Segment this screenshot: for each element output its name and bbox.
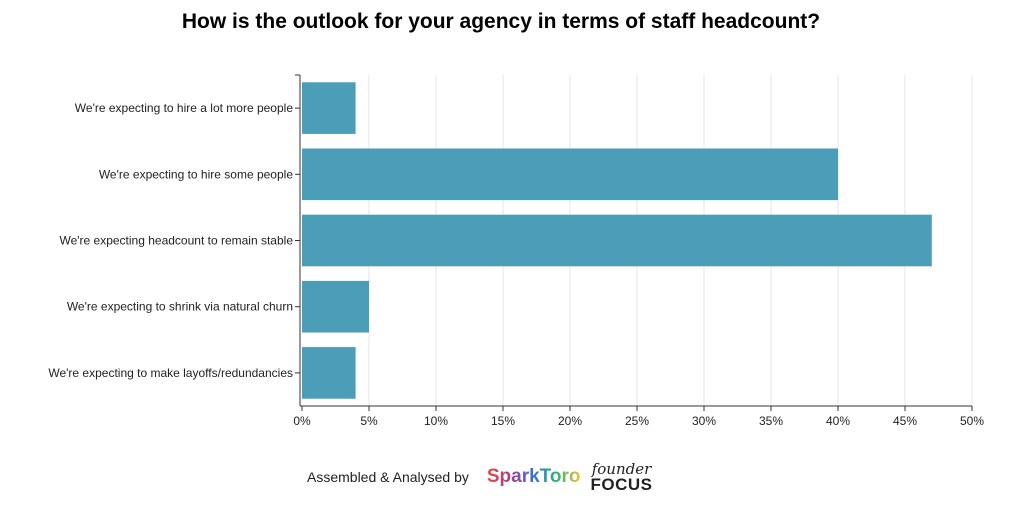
chart-title: How is the outlook for your agency in te… <box>181 10 821 33</box>
x-tick-label: 10% <box>424 414 448 428</box>
sparktoro-logo: SparkToro <box>486 466 581 488</box>
y-tick-label: We're expecting to hire a lot more peopl… <box>75 101 294 115</box>
y-tick-label: We're expecting to make layoffs/redundan… <box>48 366 293 380</box>
logo-text-bottom: FOCUS <box>590 474 653 494</box>
y-tick-label: We're expecting to shrink via natural ch… <box>67 300 293 314</box>
x-tick-label: 0% <box>293 414 311 428</box>
x-tick-label: 45% <box>893 414 917 428</box>
bar <box>302 214 932 267</box>
bar-chart: 0% 5% 10% 15% 20% 25% 30% 35% 40% 45% 50% We're exp… <box>48 74 984 428</box>
logo-text-top: founder <box>591 460 652 478</box>
bar <box>302 347 356 399</box>
x-tick-label: 5% <box>360 414 378 428</box>
bar <box>302 82 356 134</box>
bar <box>302 148 838 201</box>
x-tick-label: 35% <box>759 414 783 428</box>
founder-focus-logo: founder FOCUS <box>590 460 653 494</box>
x-tick-label: 40% <box>826 414 850 428</box>
x-tick-label: 15% <box>491 414 515 428</box>
x-tick-label: 25% <box>625 414 649 428</box>
credit-text: Assembled & Analysed by <box>307 469 469 486</box>
y-tick-label: We're expecting to hire some people <box>99 167 294 181</box>
x-tick-label: 30% <box>692 414 716 428</box>
bar <box>302 280 369 333</box>
y-tick-label: We're expecting headcount to remain stab… <box>59 234 293 248</box>
x-tick-label: 50% <box>960 414 984 428</box>
x-tick-label: 20% <box>558 414 582 428</box>
footer: Assembled & Analysed by SparkToro founde… <box>307 460 653 494</box>
